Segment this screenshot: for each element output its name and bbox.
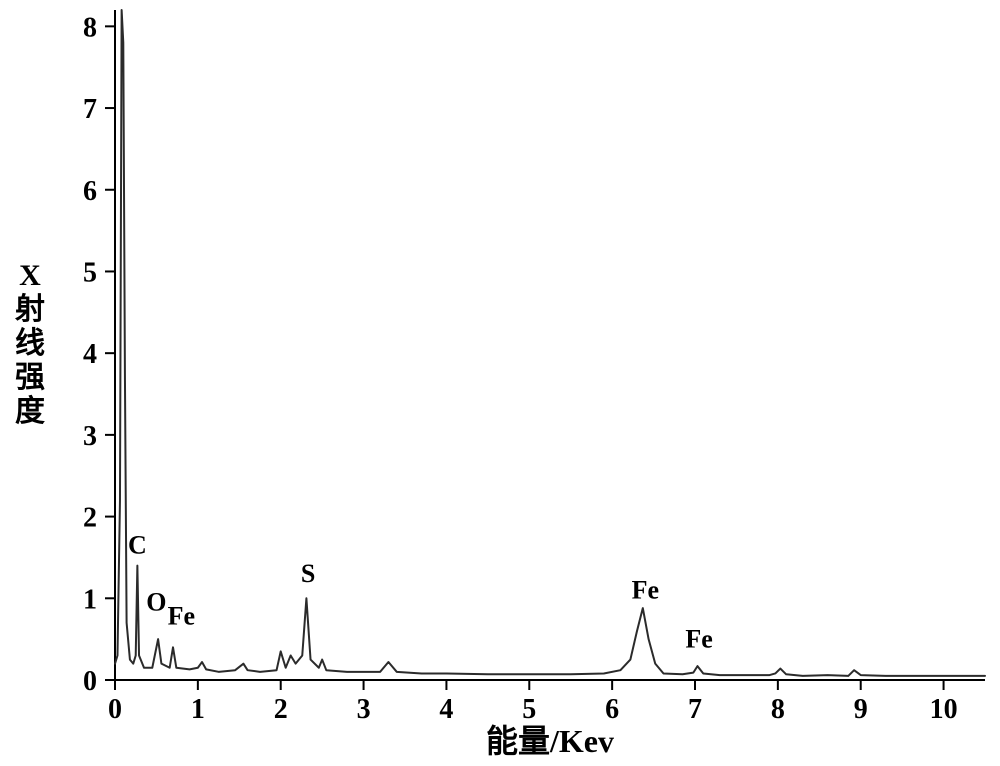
x-tick-label: 6 xyxy=(605,694,619,725)
y-axis-title-char: X xyxy=(19,259,41,292)
y-tick-label: 4 xyxy=(83,339,97,370)
y-axis-title-char: 线 xyxy=(15,327,45,360)
x-tick-label: 7 xyxy=(688,694,702,725)
y-tick-label: 1 xyxy=(83,584,97,615)
y-tick-label: 3 xyxy=(83,421,97,452)
peak-label: Fe xyxy=(632,575,659,604)
y-tick-label: 6 xyxy=(83,176,97,207)
x-tick-label: 10 xyxy=(930,694,958,725)
x-tick-label: 8 xyxy=(771,694,785,725)
y-tick-label: 2 xyxy=(83,503,97,534)
x-tick-label: 0 xyxy=(108,694,122,725)
y-tick-label: 5 xyxy=(83,257,97,288)
y-tick-label: 8 xyxy=(83,12,97,43)
peak-label: C xyxy=(128,530,147,559)
x-axis-title: 能量/Kev xyxy=(486,723,614,759)
eds-spectrum-chart: 012345678910012345678能量/KevX射线强度COFeSFeF… xyxy=(0,0,1000,766)
y-axis-title-char: 射 xyxy=(15,293,45,326)
y-tick-label: 7 xyxy=(83,94,97,125)
x-tick-label: 1 xyxy=(191,694,205,725)
y-axis-title-char: 度 xyxy=(15,395,45,428)
peak-label: Fe xyxy=(168,601,195,630)
x-tick-label: 4 xyxy=(439,694,453,725)
x-tick-label: 2 xyxy=(274,694,288,725)
y-axis-title-char: 强 xyxy=(15,361,45,394)
peak-label: Fe xyxy=(685,624,712,653)
peak-label: S xyxy=(301,559,315,588)
x-tick-label: 3 xyxy=(357,694,371,725)
y-tick-label: 0 xyxy=(83,666,97,697)
x-tick-label: 9 xyxy=(854,694,868,725)
x-tick-label: 5 xyxy=(522,694,536,725)
peak-label: O xyxy=(146,588,166,617)
